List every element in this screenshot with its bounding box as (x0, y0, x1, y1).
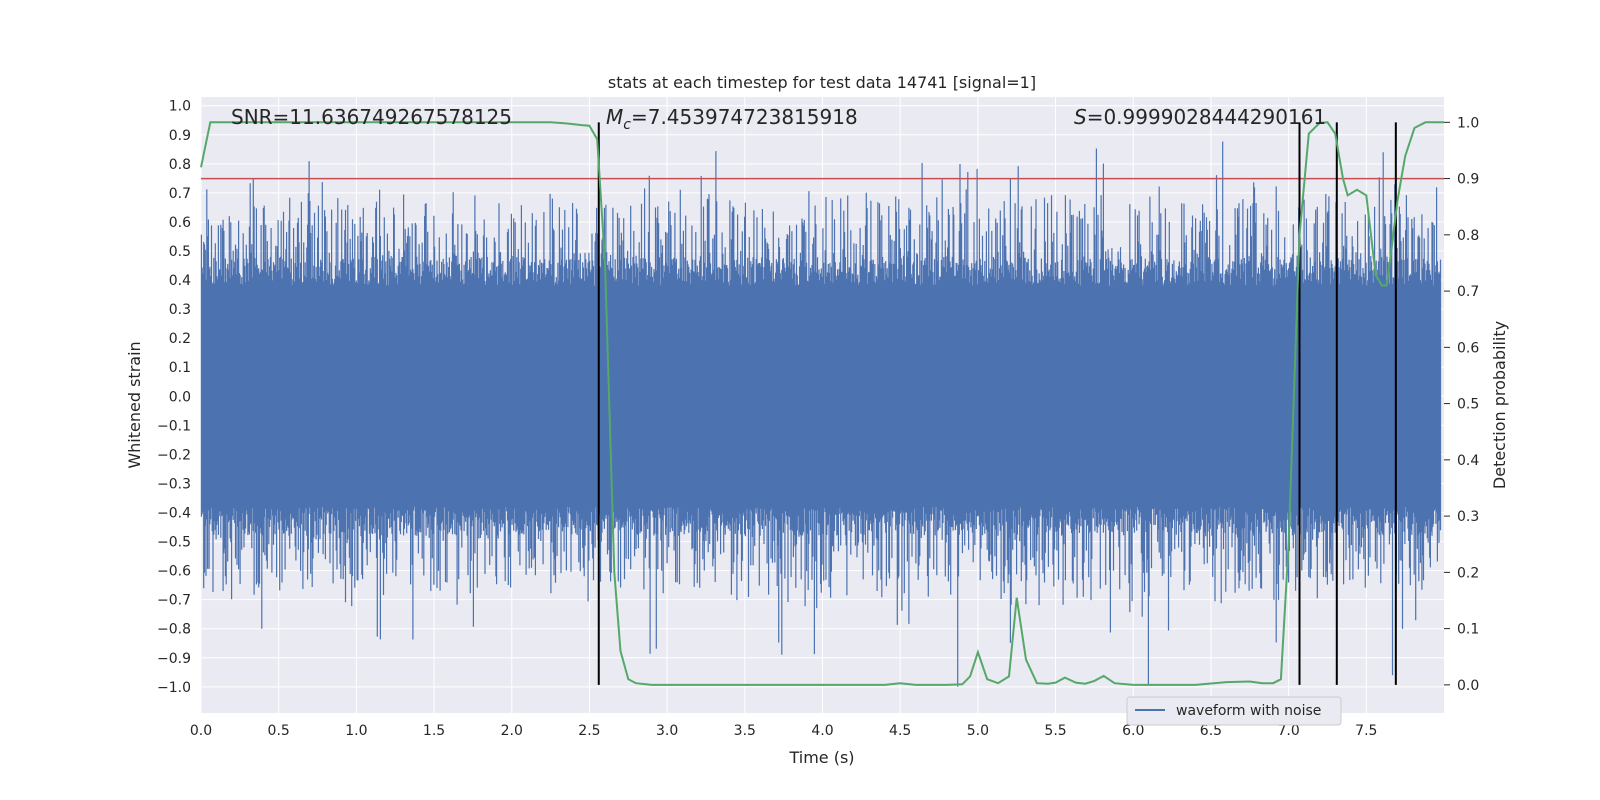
y-right-tick-label: 0.0 (1457, 678, 1479, 694)
y-left-tick-label: 1.0 (169, 99, 191, 115)
mc-value: =7.453974723815918 (631, 105, 858, 129)
y-left-tick-label: 0.8 (169, 157, 191, 173)
y-left-tick-label: 0.5 (169, 244, 191, 260)
x-tick-label: 2.5 (578, 723, 600, 739)
s-annotation: S=0.9999028444290161 (1074, 105, 1326, 129)
x-tick-label: 3.5 (734, 723, 756, 739)
y-left-tick-label: 0.6 (169, 215, 191, 231)
x-tick-label: 6.5 (1200, 723, 1222, 739)
s-symbol: S (1074, 105, 1087, 129)
y-left-tick-label: −0.1 (157, 418, 191, 434)
mc-subscript: c (623, 117, 631, 133)
legend-box (1126, 696, 1342, 726)
y-left-tick-label: −0.8 (157, 622, 191, 638)
x-tick-label: 4.0 (811, 723, 833, 739)
y-right-tick-label: 0.1 (1457, 622, 1479, 638)
chart-title: stats at each timestep for test data 147… (608, 73, 1036, 92)
x-tick-label: 6.0 (1122, 723, 1144, 739)
x-tick-label: 0.0 (190, 723, 212, 739)
y-right-tick-label: 0.4 (1457, 453, 1479, 469)
y-left-axis-label: Whitened strain (125, 341, 144, 468)
x-tick-label: 7.0 (1277, 723, 1299, 739)
probability-line (200, 121, 1444, 686)
x-tick-label: 5.5 (1044, 723, 1066, 739)
y-right-tick-label: 0.8 (1457, 228, 1479, 244)
y-left-tick-label: −0.7 (157, 593, 191, 609)
x-tick-label: 5.0 (967, 723, 989, 739)
x-tick-label: 4.5 (889, 723, 911, 739)
y-left-axis-ticks: 1.0 0.9 0.8 0.7 0.6 0.5 0.4 0.3 0.2 0.1 0.0 −0.1 −0.… (157, 99, 191, 696)
x-tick-label: 1.5 (423, 723, 445, 739)
y-left-tick-label: −0.3 (157, 476, 191, 492)
legend-label: waveform with noise (1176, 703, 1321, 719)
y-right-axis-ticks: 0.0 0.1 0.2 0.3 0.4 0.5 0.6 0.7 0.8 0.9 1.0 (1444, 115, 1479, 694)
snr-annotation: SNR=11.636749267578125 (231, 105, 512, 129)
y-left-tick-label: 0.2 (169, 331, 191, 347)
y-left-tick-label: 0.9 (169, 128, 191, 144)
x-tick-label: 3.0 (656, 723, 678, 739)
y-right-tick-label: 0.9 (1457, 172, 1479, 188)
y-right-axis-label: Detection probability (1490, 321, 1509, 489)
y-left-tick-label: −1.0 (157, 680, 191, 696)
y-right-tick-label: 1.0 (1457, 115, 1479, 131)
s-value: =0.9999028444290161 (1087, 105, 1326, 129)
mc-annotation: Mc=7.453974723815918 (606, 105, 858, 133)
y-left-tick-label: 0.4 (169, 273, 191, 289)
mc-symbol: M (606, 105, 623, 129)
y-left-tick-label: −0.6 (157, 564, 191, 580)
y-left-tick-label: 0.1 (169, 360, 191, 376)
x-tick-label: 2.0 (501, 723, 523, 739)
x-tick-label: 0.5 (268, 723, 290, 739)
x-axis-label: Time (s) (788, 748, 854, 767)
y-right-tick-label: 0.3 (1457, 509, 1479, 525)
vertical-markers (597, 122, 1397, 685)
y-left-tick-label: 0.7 (169, 186, 191, 202)
y-right-tick-label: 0.6 (1457, 340, 1479, 356)
y-left-tick-label: −0.4 (157, 506, 191, 522)
y-left-tick-label: 0.0 (169, 389, 191, 405)
y-left-tick-label: −0.2 (157, 447, 191, 463)
x-axis-ticks: 0.0 0.5 1.0 1.5 2.0 2.5 3.0 3.5 4.0 4.5 5.0 5.5 6.0 6… (190, 723, 1378, 739)
y-right-tick-label: 0.7 (1457, 284, 1479, 300)
x-tick-label: 1.0 (345, 723, 367, 739)
y-left-tick-label: 0.3 (169, 302, 191, 318)
legend: waveform with noise (1126, 696, 1342, 726)
waveform-trace (200, 141, 1442, 687)
x-tick-label: 7.5 (1355, 723, 1377, 739)
y-right-tick-label: 0.5 (1457, 397, 1479, 413)
waveform-series (200, 141, 1442, 687)
y-left-tick-label: −0.9 (157, 651, 191, 667)
y-left-tick-label: −0.5 (157, 535, 191, 551)
y-right-tick-label: 0.2 (1457, 565, 1479, 581)
